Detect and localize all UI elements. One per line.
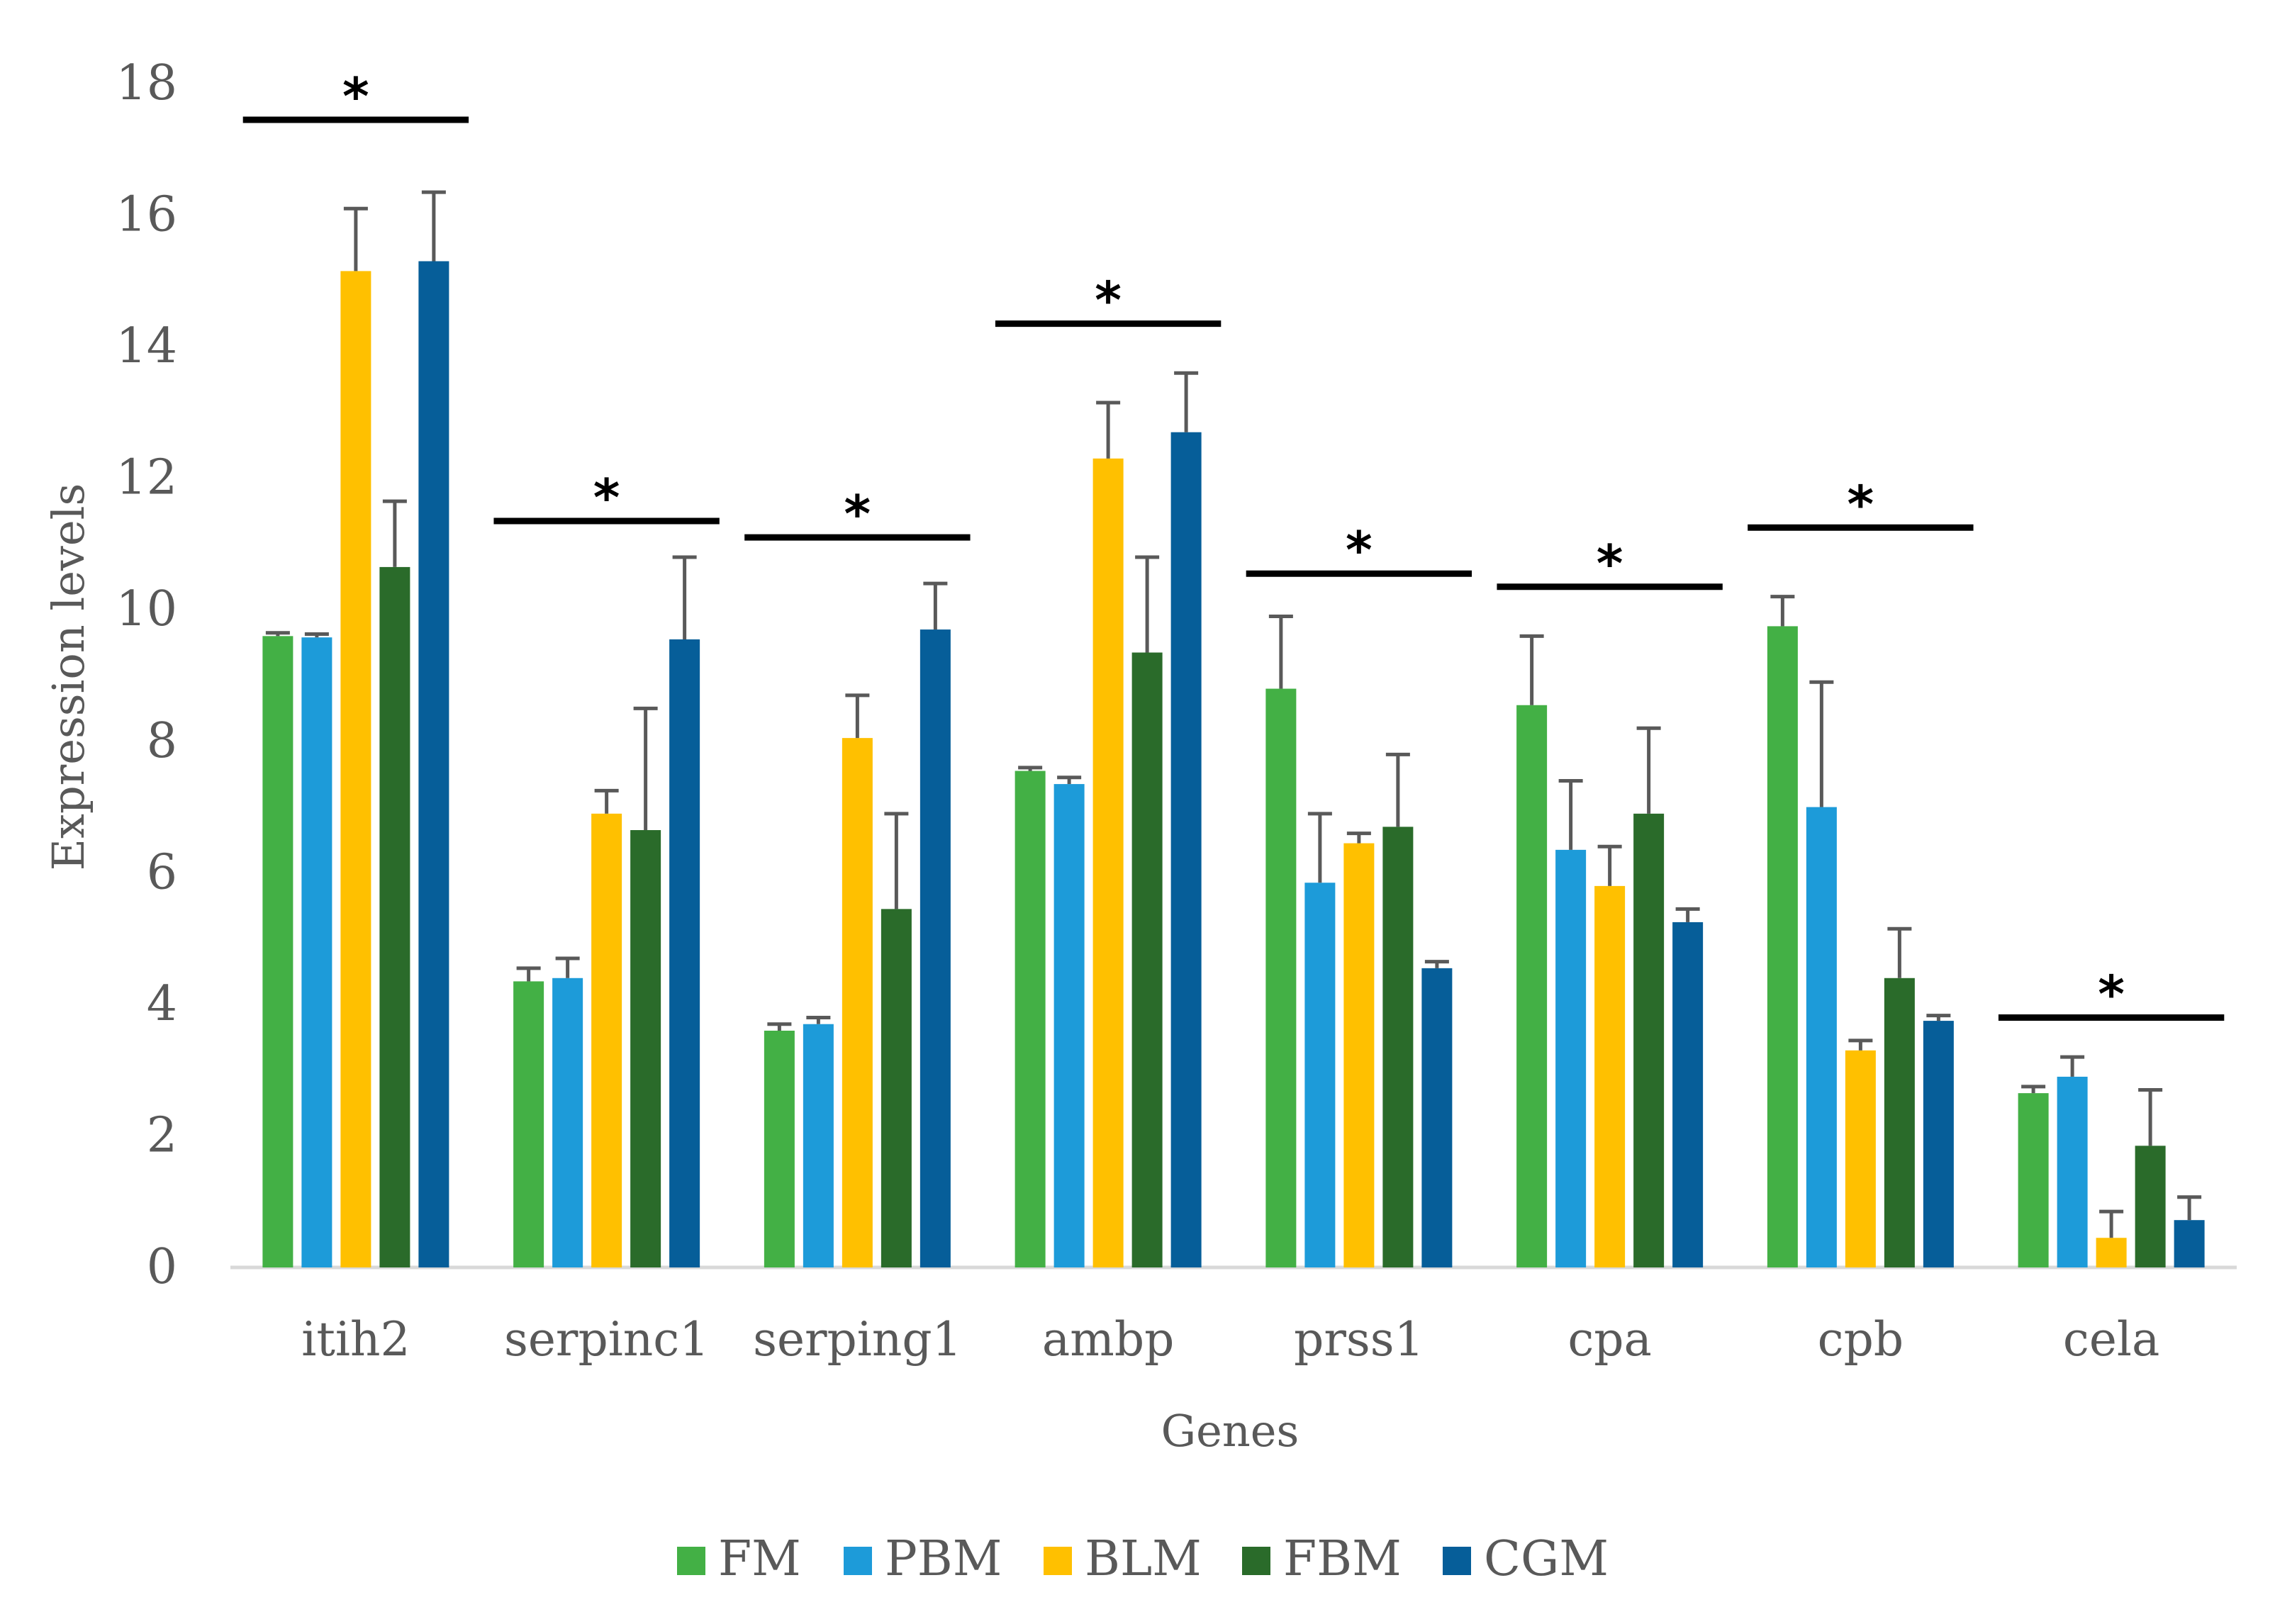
bar-fbm-ambp	[1131, 652, 1163, 1267]
bars	[262, 261, 2205, 1268]
y-tick-label: 6	[147, 844, 177, 900]
bar-fbm-cpa	[1633, 813, 1665, 1267]
bar-cgm-itih2	[418, 261, 449, 1267]
bar-cgm-cpb	[1923, 1021, 1954, 1267]
bar-pbm-serping1	[803, 1024, 834, 1267]
x-tick-label-serpinc1: serpinc1	[504, 1312, 709, 1367]
bar-pbm-serpinc1	[552, 978, 583, 1267]
bar-blm-cela	[2096, 1238, 2127, 1267]
bar-pbm-prss1	[1304, 883, 1336, 1267]
bar-pbm-cela	[2057, 1076, 2088, 1267]
bar-pbm-cpb	[1806, 807, 1837, 1267]
legend-swatch-fm	[677, 1547, 705, 1575]
significance-star-ambp: *	[1095, 271, 1122, 330]
legend-label-pbm: PBM	[885, 1531, 1002, 1587]
bar-fm-cpa	[1516, 705, 1548, 1267]
bar-fm-cpb	[1767, 626, 1798, 1267]
x-tick-label-serping1: serping1	[753, 1312, 962, 1367]
significance-star-prss1: *	[1346, 520, 1373, 580]
bar-cgm-prss1	[1421, 968, 1453, 1267]
bar-fm-serpinc1	[513, 981, 544, 1267]
x-axis-title: Genes	[1161, 1405, 1299, 1457]
legend-swatch-fbm	[1242, 1547, 1270, 1575]
bar-fbm-prss1	[1382, 827, 1414, 1267]
y-tick-label: 2	[147, 1107, 177, 1163]
bar-cgm-serping1	[919, 629, 951, 1267]
x-tick-label-cpa: cpa	[1567, 1312, 1652, 1367]
bar-cgm-ambp	[1170, 432, 1202, 1268]
x-tick-label-cela: cela	[2063, 1312, 2159, 1367]
bar-fbm-serpinc1	[630, 830, 661, 1267]
legend-label-cgm: CGM	[1484, 1531, 1609, 1587]
x-tick-label-itih2: itih2	[301, 1312, 410, 1367]
legend-label-blm: BLM	[1085, 1531, 1202, 1587]
legend-swatch-cgm	[1443, 1547, 1471, 1575]
bar-blm-serping1	[842, 738, 873, 1267]
error-bars	[265, 190, 2202, 1238]
bar-fbm-cpb	[1884, 978, 1915, 1267]
x-tick-label-prss1: prss1	[1294, 1312, 1424, 1367]
y-tick-label: 16	[116, 187, 177, 243]
bar-blm-cpb	[1845, 1050, 1876, 1267]
x-tick-label-ambp: ambp	[1042, 1312, 1174, 1367]
bar-cgm-cela	[2174, 1220, 2205, 1267]
y-tick-label: 10	[116, 581, 177, 637]
bar-fm-prss1	[1265, 688, 1297, 1267]
y-tick-label: 8	[147, 713, 177, 769]
bar-fm-cela	[2018, 1093, 2049, 1267]
significance-star-serping1: *	[844, 484, 871, 544]
bar-blm-itih2	[340, 271, 371, 1268]
bar-pbm-ambp	[1053, 784, 1085, 1267]
legend-swatch-pbm	[844, 1547, 872, 1575]
legend-label-fbm: FBM	[1283, 1531, 1402, 1587]
bar-fbm-itih2	[379, 566, 410, 1267]
legend: FM PBM BLM FBM CGM	[677, 1531, 1609, 1587]
y-axis-ticks: 0 2 4 6 8 10 12 14 16 18	[116, 55, 177, 1295]
bar-fbm-serping1	[881, 909, 912, 1267]
legend-swatch-blm	[1044, 1547, 1072, 1575]
y-axis-title: Expression levels	[43, 483, 94, 871]
bar-blm-ambp	[1092, 458, 1124, 1268]
bar-fm-itih2	[262, 636, 294, 1267]
bar-blm-cpa	[1594, 885, 1626, 1267]
bar-pbm-itih2	[301, 637, 332, 1267]
x-tick-label-cpb: cpb	[1818, 1312, 1904, 1367]
y-tick-label: 18	[116, 55, 177, 111]
x-axis-category-labels: itih2 serpinc1 serping1 ambp prss1 cpa cpb cela	[301, 1312, 2159, 1367]
significance-markers: * * * * * * * *	[242, 67, 2225, 1024]
significance-star-itih2: *	[342, 67, 369, 126]
legend-label-fm: FM	[718, 1531, 801, 1587]
bar-blm-prss1	[1343, 843, 1375, 1267]
significance-star-cpa: *	[1597, 534, 1623, 593]
bar-fm-serping1	[764, 1031, 795, 1267]
bar-pbm-cpa	[1555, 849, 1587, 1267]
bar-cgm-serpinc1	[669, 639, 700, 1267]
significance-star-cela: *	[2098, 964, 2125, 1024]
y-tick-label: 14	[116, 318, 177, 374]
y-tick-label: 12	[116, 450, 177, 506]
bar-blm-serpinc1	[591, 813, 622, 1267]
significance-star-cpb: *	[1848, 474, 1874, 534]
bar-cgm-cpa	[1672, 922, 1704, 1267]
y-tick-label: 0	[147, 1239, 177, 1295]
y-tick-label: 4	[147, 976, 177, 1032]
bar-fm-ambp	[1014, 771, 1046, 1267]
bar-fbm-cela	[2135, 1146, 2166, 1267]
significance-star-serpinc1: *	[593, 468, 620, 527]
